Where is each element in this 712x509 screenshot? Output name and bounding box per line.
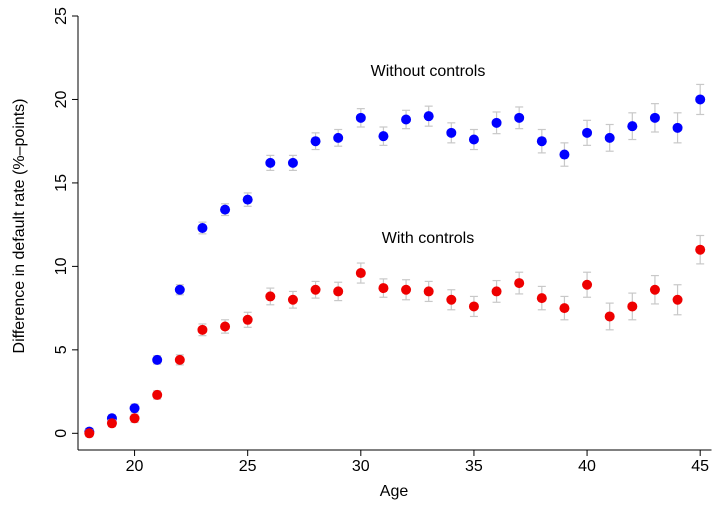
point xyxy=(129,403,140,414)
point xyxy=(220,204,231,215)
point xyxy=(265,291,276,302)
point xyxy=(672,294,683,305)
point xyxy=(333,132,344,143)
point xyxy=(423,111,434,122)
point xyxy=(649,284,660,295)
point xyxy=(559,303,570,314)
x-tick-label: 35 xyxy=(465,458,483,475)
point xyxy=(378,283,389,294)
point xyxy=(468,301,479,312)
point xyxy=(287,294,298,305)
point xyxy=(310,284,321,295)
point xyxy=(423,286,434,297)
point xyxy=(649,112,660,123)
point xyxy=(582,279,593,290)
point xyxy=(310,136,321,147)
point xyxy=(491,286,502,297)
point xyxy=(401,114,412,125)
point xyxy=(604,311,615,322)
x-tick-label: 20 xyxy=(126,458,144,475)
x-tick-label: 25 xyxy=(239,458,257,475)
annotation: With controls xyxy=(382,230,474,247)
point xyxy=(491,117,502,128)
point xyxy=(152,354,163,365)
y-axis-label: Difference in default rate (%–points) xyxy=(11,99,28,354)
point xyxy=(333,286,344,297)
y-tick-label: 20 xyxy=(53,90,70,108)
y-tick-label: 15 xyxy=(53,174,70,192)
y-tick-label: 5 xyxy=(53,345,70,354)
point xyxy=(174,284,185,295)
point xyxy=(627,121,638,132)
x-axis-label: Age xyxy=(380,483,409,500)
point xyxy=(265,157,276,168)
point xyxy=(468,134,479,145)
point xyxy=(287,157,298,168)
point xyxy=(174,354,185,365)
point xyxy=(152,389,163,400)
point xyxy=(604,132,615,143)
point xyxy=(627,301,638,312)
y-tick-label: 25 xyxy=(53,7,70,25)
point xyxy=(446,294,457,305)
point xyxy=(514,278,525,289)
x-tick-label: 45 xyxy=(691,458,709,475)
point xyxy=(514,112,525,123)
point xyxy=(446,127,457,138)
point xyxy=(672,122,683,133)
point xyxy=(242,194,253,205)
point xyxy=(242,314,253,325)
y-tick-label: 0 xyxy=(53,429,70,438)
point xyxy=(106,418,117,429)
point xyxy=(197,222,208,233)
point xyxy=(84,428,95,439)
annotation: Without controls xyxy=(371,63,486,80)
point xyxy=(695,244,706,255)
point xyxy=(197,324,208,335)
point xyxy=(378,131,389,142)
x-tick-label: 40 xyxy=(578,458,596,475)
point xyxy=(695,94,706,105)
point xyxy=(582,127,593,138)
y-tick-label: 10 xyxy=(53,257,70,275)
point xyxy=(401,284,412,295)
point xyxy=(559,149,570,160)
point xyxy=(220,321,231,332)
point xyxy=(536,293,547,304)
point xyxy=(355,112,366,123)
point xyxy=(355,268,366,279)
x-tick-label: 30 xyxy=(352,458,370,475)
point xyxy=(536,136,547,147)
point xyxy=(129,413,140,424)
